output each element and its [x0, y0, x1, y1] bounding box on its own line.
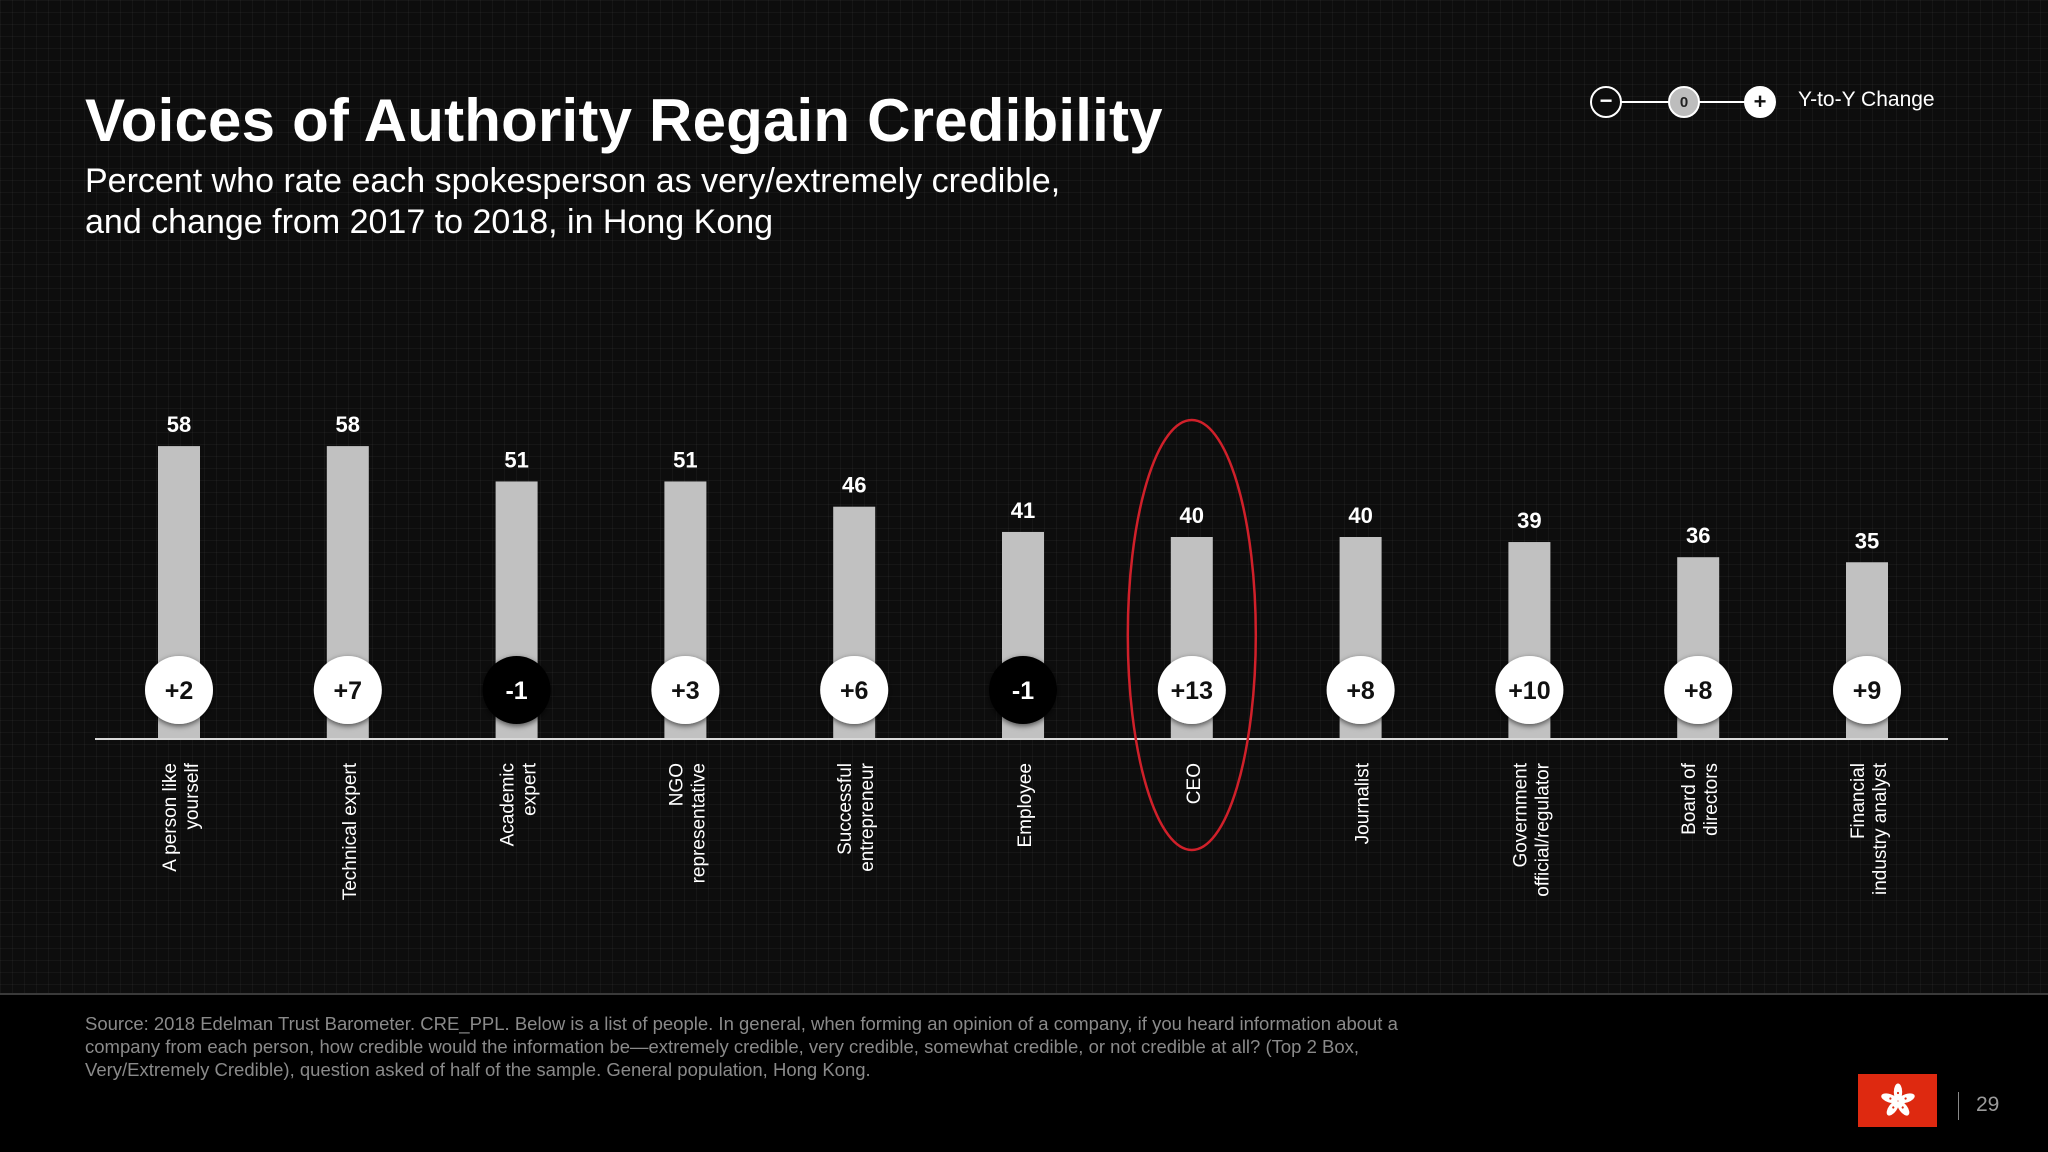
value-label-journalist: 40 — [1348, 503, 1372, 528]
category-label-line: Board of — [1679, 762, 1700, 835]
zero-icon: 0 — [1668, 86, 1700, 118]
page-number: 29 — [1976, 1093, 2000, 1116]
ceo-highlight-ellipse — [1126, 418, 1258, 852]
category-label-line: Employee — [1015, 763, 1036, 848]
bauhinia-icon — [1880, 1083, 1915, 1116]
change-label-academic-expert: -1 — [505, 677, 527, 705]
value-label-financial-industry-analyst: 35 — [1855, 528, 1879, 553]
minus-icon: − — [1590, 86, 1622, 118]
change-label-financial-industry-analyst: +9 — [1853, 677, 1882, 705]
change-label-government-official-regulator: +10 — [1508, 677, 1550, 705]
category-label-line: official/regulator — [1532, 762, 1553, 896]
subtitle-line-2: and change from 2017 to 2018, in Hong Ko… — [85, 203, 774, 241]
value-label-board-of-directors: 36 — [1686, 523, 1710, 548]
change-label-ngo-representative: +3 — [671, 677, 700, 705]
category-label-line: representative — [688, 763, 709, 883]
value-label-successful-entrepreneur: 46 — [842, 473, 866, 498]
category-label-technical-expert: Technical expert — [340, 762, 361, 900]
change-bubble-ceo — [1157, 656, 1226, 724]
change-legend: − 0 + Y-to-Y Change — [1588, 82, 1948, 122]
change-label-a-person-like-yourself: +2 — [165, 677, 194, 705]
category-label-a-person-like-yourself: A person likeyourself — [160, 762, 203, 872]
page-number-divider — [1958, 1092, 1959, 1120]
value-label-ngo-representative: 51 — [673, 447, 697, 472]
category-label-academic-expert: Academicexpert — [498, 762, 541, 846]
category-label-line: industry analyst — [1870, 762, 1891, 895]
source-note: Source: 2018 Edelman Trust Barometer. CR… — [85, 1013, 1398, 1080]
change-bubble-government-official-regulator — [1495, 656, 1564, 724]
footer — [0, 995, 2048, 1152]
change-bubble-a-person-like-yourself — [145, 656, 213, 724]
legend-label: Y-to-Y Change — [1798, 88, 1935, 111]
category-label-line: Government — [1510, 762, 1531, 867]
change-label-ceo: +13 — [1171, 677, 1213, 705]
value-label-employee: 41 — [1011, 498, 1035, 523]
category-label-line: A person like — [160, 763, 181, 872]
change-label-board-of-directors: +8 — [1684, 677, 1713, 705]
change-bubble-technical-expert — [313, 656, 382, 724]
change-label-journalist: +8 — [1346, 677, 1375, 705]
category-label-line: Financial — [1848, 763, 1869, 839]
category-label-line: entrepreneur — [857, 762, 878, 871]
plus-icon: + — [1744, 86, 1776, 118]
category-label-government-official-regulator: Governmentofficial/regulator — [1510, 762, 1553, 897]
hong-kong-flag-icon — [1858, 1074, 1937, 1127]
category-label-line: Academic — [498, 763, 519, 846]
change-label-employee: -1 — [1012, 677, 1034, 705]
category-label-ceo: CEO — [1184, 763, 1205, 804]
change-bubble-ngo-representative — [651, 656, 720, 724]
category-label-journalist: Journalist — [1353, 762, 1374, 844]
category-label-ngo-representative: NGOrepresentative — [666, 763, 709, 883]
category-label-line: expert — [520, 762, 541, 816]
change-bubble-journalist — [1326, 656, 1395, 724]
value-label-ceo: 40 — [1180, 503, 1204, 528]
category-label-line: directors — [1701, 763, 1722, 836]
category-label-line: NGO — [666, 763, 687, 806]
change-bubble-academic-expert — [482, 656, 551, 724]
category-label-line: yourself — [182, 762, 203, 829]
category-label-line: Technical expert — [340, 762, 361, 900]
change-label-successful-entrepreneur: +6 — [840, 677, 869, 705]
category-label-successful-entrepreneur: Successfulentrepreneur — [835, 762, 878, 871]
page-title: Voices of Authority Regain Credibility — [85, 87, 1163, 154]
change-bubble-employee — [989, 656, 1057, 724]
change-bubble-board-of-directors — [1664, 656, 1733, 724]
change-bubble-successful-entrepreneur — [820, 656, 889, 724]
category-label-line: Successful — [835, 763, 856, 855]
subtitle-line-1: Percent who rate each spokesperson as ve… — [85, 162, 1061, 200]
value-label-technical-expert: 58 — [336, 412, 360, 437]
change-label-technical-expert: +7 — [334, 677, 363, 705]
category-label-employee: Employee — [1015, 763, 1036, 848]
category-label-financial-industry-analyst: Financialindustry analyst — [1848, 762, 1891, 895]
credibility-bar-chart: +2 +7 -1 +3 +6 -1 +13 +8 +10 +8 +9 58 A person like… — [95, 412, 1948, 900]
value-label-government-official-regulator: 39 — [1517, 508, 1541, 533]
category-label-line: CEO — [1184, 763, 1205, 804]
footer-divider — [0, 993, 2048, 995]
category-label-line: Journalist — [1353, 762, 1374, 844]
category-label-board-of-directors: Board ofdirectors — [1679, 762, 1722, 836]
value-label-a-person-like-yourself: 58 — [167, 412, 191, 437]
change-bubble-financial-industry-analyst — [1833, 656, 1901, 724]
value-label-academic-expert: 51 — [504, 447, 528, 472]
